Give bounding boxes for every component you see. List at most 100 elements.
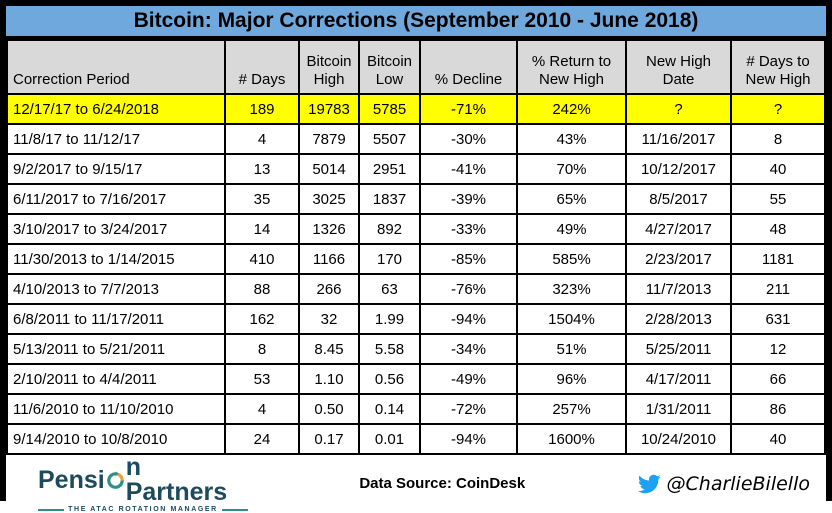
cell-percent-return: 1504%: [516, 303, 627, 335]
cell-days-to-new-high: 48: [730, 213, 826, 245]
col-header-bitcoin-high: Bitcoin High: [298, 39, 360, 95]
cell-days-to-new-high: ?: [730, 93, 826, 125]
cell-num-days: 53: [224, 363, 300, 395]
cell-num-days: 24: [224, 423, 300, 455]
cell-percent-return: 585%: [516, 243, 627, 275]
logo-text-right: n Partners: [125, 453, 228, 506]
cell-correction-period: 6/11/2017 to 7/16/2017: [6, 183, 226, 215]
cell-bitcoin-low: 5785: [358, 93, 421, 125]
col-header-days-to-new-high: # Days to New High: [730, 39, 826, 95]
cell-percent-decline: -76%: [419, 273, 518, 305]
cell-percent-decline: -49%: [419, 363, 518, 395]
header-label: % Decline: [434, 71, 503, 88]
cell-correction-period: 9/14/2010 to 10/8/2010: [6, 423, 226, 455]
page-title: Bitcoin: Major Corrections (September 20…: [6, 6, 826, 39]
table-row: 9/2/2017 to 9/15/17 13 5014 2951 -41% 70…: [6, 153, 826, 185]
cell-percent-decline: -41%: [419, 153, 518, 185]
data-source-label: Data Source: CoinDesk: [359, 475, 526, 492]
col-header-new-high-date: New High Date: [625, 39, 732, 95]
cell-days-to-new-high: 66: [730, 363, 826, 395]
col-header-percent-return: % Return to New High: [516, 39, 627, 95]
cell-new-high-date: ?: [625, 93, 732, 125]
cell-correction-period: 9/2/2017 to 9/15/17: [6, 153, 226, 185]
cell-bitcoin-high: 3025: [298, 183, 360, 215]
cell-correction-period: 11/8/17 to 11/12/17: [6, 123, 226, 155]
header-label: Date: [662, 71, 695, 88]
cell-bitcoin-low: 0.01: [358, 423, 421, 455]
cell-bitcoin-low: 2951: [358, 153, 421, 185]
header-label: Bitcoin: [306, 53, 352, 70]
cell-days-to-new-high: 1181: [730, 243, 826, 275]
cell-bitcoin-high: 1326: [298, 213, 360, 245]
cell-new-high-date: 2/28/2013: [625, 303, 732, 335]
table-body: 12/17/17 to 6/24/2018 189 19783 5785 -71…: [6, 93, 826, 455]
cell-bitcoin-high: 1166: [298, 243, 360, 275]
cell-new-high-date: 4/27/2017: [625, 213, 732, 245]
table-row: 6/8/2011 to 11/17/2011 162 32 1.99 -94% …: [6, 303, 826, 335]
cell-percent-return: 96%: [516, 363, 627, 395]
logo-text-left: Pensi: [38, 465, 105, 494]
table-row: 2/10/2011 to 4/4/2011 53 1.10 0.56 -49% …: [6, 363, 826, 395]
header-label: # Days to: [746, 53, 810, 70]
logo-tagline: THE ATAC ROTATION MANAGER: [68, 506, 218, 513]
header-label: New High: [745, 71, 811, 88]
cell-bitcoin-high: 8.45: [298, 333, 360, 365]
cell-num-days: 410: [224, 243, 300, 275]
cell-days-to-new-high: 86: [730, 393, 826, 425]
cell-new-high-date: 4/17/2011: [625, 363, 732, 395]
cell-new-high-date: 1/31/2011: [625, 393, 732, 425]
cell-percent-decline: -30%: [419, 123, 518, 155]
cell-num-days: 189: [224, 93, 300, 125]
cell-bitcoin-high: 0.50: [298, 393, 360, 425]
cell-days-to-new-high: 8: [730, 123, 826, 155]
cell-bitcoin-low: 5.58: [358, 333, 421, 365]
cell-bitcoin-low: 0.14: [358, 393, 421, 425]
cell-correction-period: 11/30/2013 to 1/14/2015: [6, 243, 226, 275]
table-row: 4/10/2013 to 7/7/2013 88 266 63 -76% 323…: [6, 273, 826, 305]
cell-num-days: 4: [224, 123, 300, 155]
cell-num-days: 88: [224, 273, 300, 305]
cell-correction-period: 4/10/2013 to 7/7/2013: [6, 273, 226, 305]
corrections-table: Correction Period # Days Bitcoin High Bi…: [6, 39, 826, 455]
cell-num-days: 8: [224, 333, 300, 365]
cell-percent-decline: -94%: [419, 303, 518, 335]
cell-bitcoin-low: 5507: [358, 123, 421, 155]
cell-bitcoin-high: 32: [298, 303, 360, 335]
cell-bitcoin-low: 63: [358, 273, 421, 305]
pension-partners-logo: Pensi n Partners THE ATAC ROTATION MANAG…: [38, 455, 248, 513]
table-header: Correction Period # Days Bitcoin High Bi…: [6, 39, 826, 95]
cell-correction-period: 11/6/2010 to 11/10/2010: [6, 393, 226, 425]
cell-num-days: 162: [224, 303, 300, 335]
cell-bitcoin-high: 266: [298, 273, 360, 305]
cell-num-days: 35: [224, 183, 300, 215]
cell-percent-return: 1600%: [516, 423, 627, 455]
rotation-arrows-icon: [106, 470, 125, 490]
cell-percent-decline: -34%: [419, 333, 518, 365]
cell-new-high-date: 8/5/2017: [625, 183, 732, 215]
table-row: 11/30/2013 to 1/14/2015 410 1166 170 -85…: [6, 243, 826, 275]
tagline-rule-right: [221, 508, 248, 511]
cell-percent-return: 43%: [516, 123, 627, 155]
logo-tagline-row: THE ATAC ROTATION MANAGER: [38, 506, 248, 513]
header-label: New High: [538, 71, 605, 88]
cell-new-high-date: 10/12/2017: [625, 153, 732, 185]
table-row: 11/8/17 to 11/12/17 4 7879 5507 -30% 43%…: [6, 123, 826, 155]
table-row: 11/6/2010 to 11/10/2010 4 0.50 0.14 -72%…: [6, 393, 826, 425]
cell-percent-return: 65%: [516, 183, 627, 215]
cell-correction-period: 2/10/2011 to 4/4/2011: [6, 363, 226, 395]
col-header-bitcoin-low: Bitcoin Low: [358, 39, 421, 95]
tagline-rule-left: [38, 508, 65, 511]
cell-percent-decline: -85%: [419, 243, 518, 275]
cell-bitcoin-low: 170: [358, 243, 421, 275]
cell-days-to-new-high: 12: [730, 333, 826, 365]
header-label: Bitcoin: [366, 53, 413, 70]
cell-num-days: 4: [224, 393, 300, 425]
cell-correction-period: 5/13/2011 to 5/21/2011: [6, 333, 226, 365]
cell-days-to-new-high: 40: [730, 423, 826, 455]
footer: Pensi n Partners THE ATAC ROTATION MANAG…: [6, 455, 826, 513]
cell-correction-period: 3/10/2017 to 3/24/2017: [6, 213, 226, 245]
cell-bitcoin-low: 0.56: [358, 363, 421, 395]
header-row: Correction Period # Days Bitcoin High Bi…: [6, 39, 826, 95]
cell-bitcoin-low: 1.99: [358, 303, 421, 335]
